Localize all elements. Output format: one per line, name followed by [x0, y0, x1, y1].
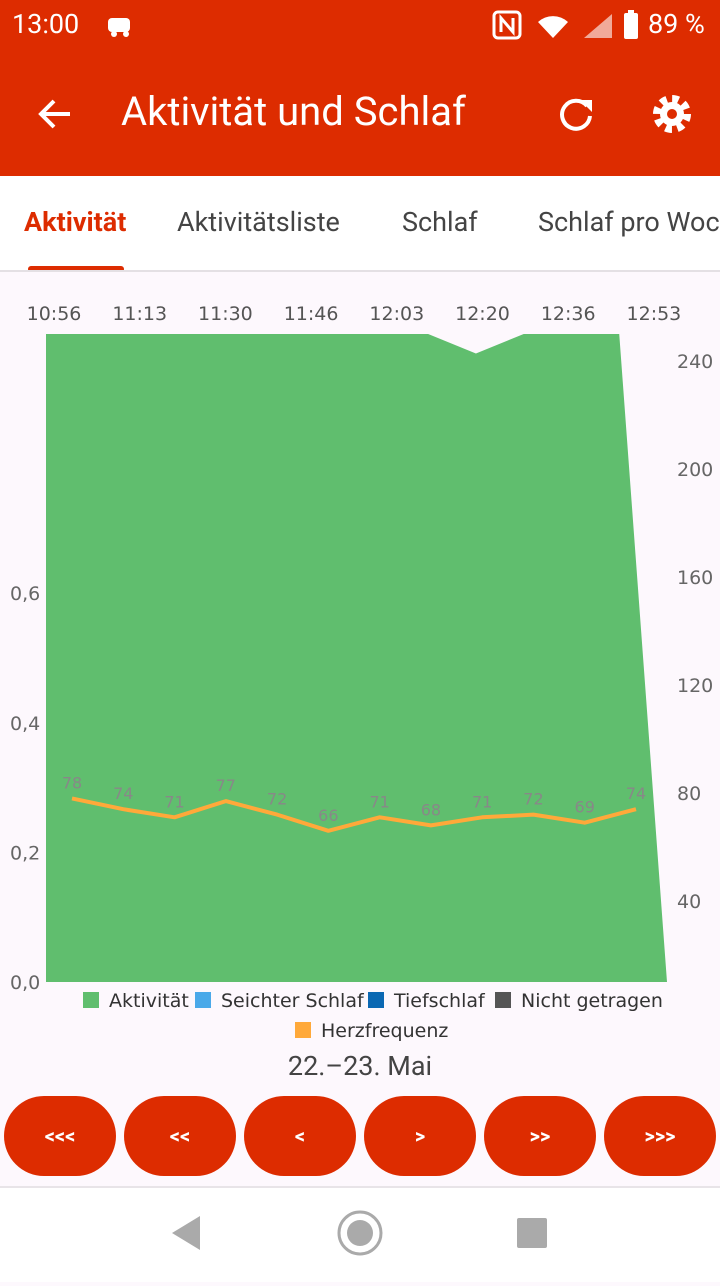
x-tick-label: 12:03: [369, 303, 424, 325]
chart: 10:56 11:13 11:30 11:46 12:03 12:20 12:36 12:53…: [10, 303, 713, 1042]
data-label: 71: [369, 792, 389, 811]
y2-tick-label: 40: [677, 891, 701, 913]
legend-label: Seichter Schlaf: [221, 990, 365, 1012]
status-bar: 13:00 89 %: [0, 0, 720, 50]
data-label: 72: [523, 790, 543, 809]
nav-button[interactable]: >: [364, 1096, 476, 1176]
nav-button[interactable]: >>: [484, 1096, 596, 1176]
legend-swatch: [83, 992, 99, 1008]
tab[interactable]: Schlaf: [402, 206, 478, 238]
settings-button[interactable]: [650, 92, 694, 136]
app-bar: Aktivität und Schlaf: [0, 50, 720, 176]
legend-swatch: [295, 1022, 311, 1038]
x-tick-label: 12:20: [455, 303, 510, 325]
y2-tick-label: 160: [677, 567, 713, 589]
x-tick-label: 11:30: [198, 303, 253, 325]
back-button[interactable]: [36, 94, 76, 134]
y2-tick-label: 240: [677, 351, 713, 373]
data-label: 78: [62, 773, 82, 792]
x-tick-label: 12:53: [627, 303, 682, 325]
data-label: 72: [267, 790, 287, 809]
legend-label: Herzfrequenz: [321, 1020, 448, 1042]
app-title: Aktivität und Schlaf: [121, 88, 466, 135]
legend-label: Nicht getragen: [521, 990, 663, 1012]
legend-swatch: [368, 992, 384, 1008]
x-tick-label: 11:46: [284, 303, 339, 325]
data-label: 69: [575, 798, 595, 817]
y-tick-label: 0,0: [10, 972, 40, 994]
nav-button[interactable]: >>>: [604, 1096, 716, 1176]
tab-indicator: [28, 266, 124, 270]
x-tick-label: 11:13: [112, 303, 167, 325]
legend-swatch: [495, 992, 511, 1008]
tab[interactable]: Aktivitätsliste: [177, 206, 340, 238]
data-label: 74: [113, 784, 133, 803]
clock: 13:00: [12, 8, 80, 40]
nav-button[interactable]: <: [244, 1096, 356, 1176]
tab[interactable]: Schlaf pro Woche: [538, 206, 720, 238]
activity-area: [46, 334, 667, 982]
notification-icon: [108, 18, 130, 37]
data-label: 77: [216, 776, 236, 795]
data-label: 71: [164, 792, 184, 811]
heart-rate-line: [71, 796, 637, 833]
y-tick-label: 0,4: [10, 713, 40, 735]
data-label: 66: [318, 806, 338, 825]
y-tick-label: 0,6: [10, 583, 40, 605]
nav-button[interactable]: <<: [124, 1096, 236, 1176]
y-tick-label: 0,2: [10, 842, 40, 864]
data-label: 71: [472, 792, 492, 811]
refresh-button[interactable]: [556, 94, 596, 134]
data-label: 74: [626, 784, 646, 803]
y2-tick-label: 80: [677, 783, 701, 805]
system-nav-bar: [0, 1186, 720, 1282]
tab[interactable]: Aktivität: [24, 206, 127, 238]
y2-tick-label: 120: [677, 675, 713, 697]
legend-label: Aktivität: [109, 990, 189, 1012]
y2-tick-label: 200: [677, 459, 713, 481]
battery-icon: [624, 10, 638, 39]
system-nav-icons: [172, 1210, 547, 1256]
status-icons: [492, 10, 612, 40]
battery-level: 89 %: [648, 8, 705, 40]
nav-button[interactable]: <<<: [4, 1096, 116, 1176]
data-label: 68: [421, 800, 441, 819]
x-tick-label: 10:56: [27, 303, 82, 325]
legend-label: Tiefschlaf: [393, 990, 486, 1012]
date-label: 22.–23. Mai: [287, 1050, 433, 1082]
x-tick-label: 12:36: [541, 303, 596, 325]
tab-bar: Aktivität Aktivitätsliste Schlaf Schlaf …: [0, 176, 720, 272]
legend-swatch: [195, 992, 211, 1008]
